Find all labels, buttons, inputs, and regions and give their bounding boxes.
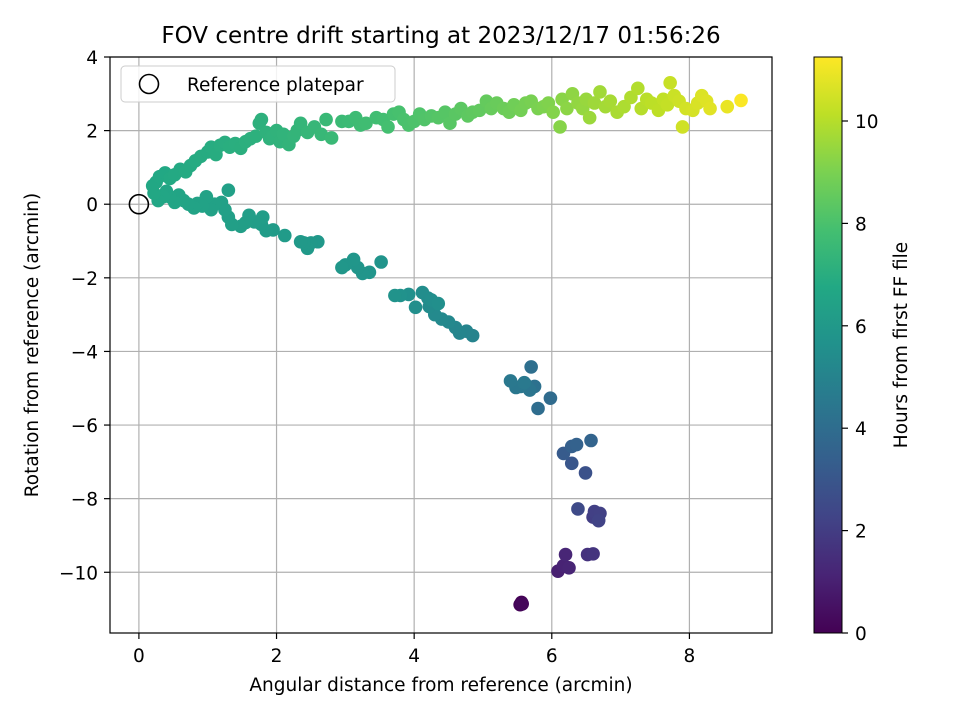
data-point [388,288,402,303]
data-points [145,75,748,612]
colorbar-tick-label: 6 [855,317,867,338]
legend-marker-icon [138,73,160,95]
colorbar-gradient [813,56,843,634]
data-point [546,105,560,120]
data-point [515,597,530,611]
colorbar-label: Hours from first FF file [891,242,912,448]
data-point [335,260,349,275]
data-point [584,433,598,448]
colorbar: 0 2 4 6 8 10 Hours from first FF file [813,56,912,645]
colorbar-tick-label: 10 [855,112,879,133]
y-tick-label: −2 [71,269,98,290]
data-point [314,127,329,142]
data-point [603,94,618,108]
data-point [374,255,388,269]
data-point [591,513,606,528]
colorbar-ticks: 0 2 4 6 8 10 [842,112,879,645]
y-axis-ticks: −10 −8 −6 −4 −2 0 2 4 [59,48,110,584]
data-point [587,96,602,110]
data-point [503,374,518,388]
x-tick-label: 6 [546,646,558,667]
data-point [703,101,717,116]
y-tick-label: −10 [59,563,98,584]
legend-box [120,65,396,103]
colorbar-tick-label: 8 [855,214,867,235]
data-point [254,112,269,127]
y-tick-label: −6 [71,416,98,437]
colorbar-tick-label: 4 [855,419,867,440]
y-tick-label: 0 [86,195,98,216]
plot-frame [109,56,773,634]
legend-label: Reference platepar [187,75,364,96]
y-tick-label: 4 [86,48,98,69]
data-point [359,116,373,131]
x-tick-label: 0 [133,646,145,667]
y-tick-label: −4 [71,342,98,363]
x-axis-label: Angular distance from reference (arcmin) [249,675,632,696]
reference-platepar-marker [128,193,150,215]
data-point [582,110,597,125]
data-point [720,99,735,114]
data-point [431,296,446,311]
data-point [663,75,677,90]
y-axis-label: Rotation from reference (arcmin) [22,193,43,497]
data-point [524,360,538,374]
data-point [221,183,236,198]
data-point [593,85,607,99]
y-tick-label: −8 [71,490,98,511]
data-point [293,234,308,249]
chart-title: FOV centre drift starting at 2023/12/17 … [161,23,720,49]
data-point [319,112,333,127]
data-point [277,228,292,243]
legend: Reference platepar [120,65,396,103]
data-point [578,466,593,480]
data-point [381,120,395,134]
grid [110,56,772,633]
data-point [569,437,584,452]
data-point [249,129,263,143]
data-point [415,285,430,300]
data-point [560,101,574,116]
y-tick-label: 2 [86,122,98,143]
x-tick-label: 8 [684,646,696,667]
data-point [324,131,339,145]
data-point [564,456,579,471]
data-point [571,502,585,516]
data-point [675,120,690,134]
data-point [562,561,576,575]
data-point [408,300,423,315]
data-point [276,127,291,142]
x-tick-label: 4 [408,646,420,667]
data-point [517,375,532,390]
data-point [631,81,645,96]
data-point [734,93,748,108]
data-point [586,547,600,561]
x-tick-label: 2 [271,646,283,667]
data-point [531,401,545,416]
colorbar-tick-label: 0 [855,624,867,645]
data-point [558,547,573,562]
data-point [543,391,558,405]
x-axis-ticks: 0 2 4 6 8 [133,633,695,667]
colorbar-tick-label: 2 [855,522,867,543]
data-point [553,120,567,134]
data-point [438,105,452,120]
